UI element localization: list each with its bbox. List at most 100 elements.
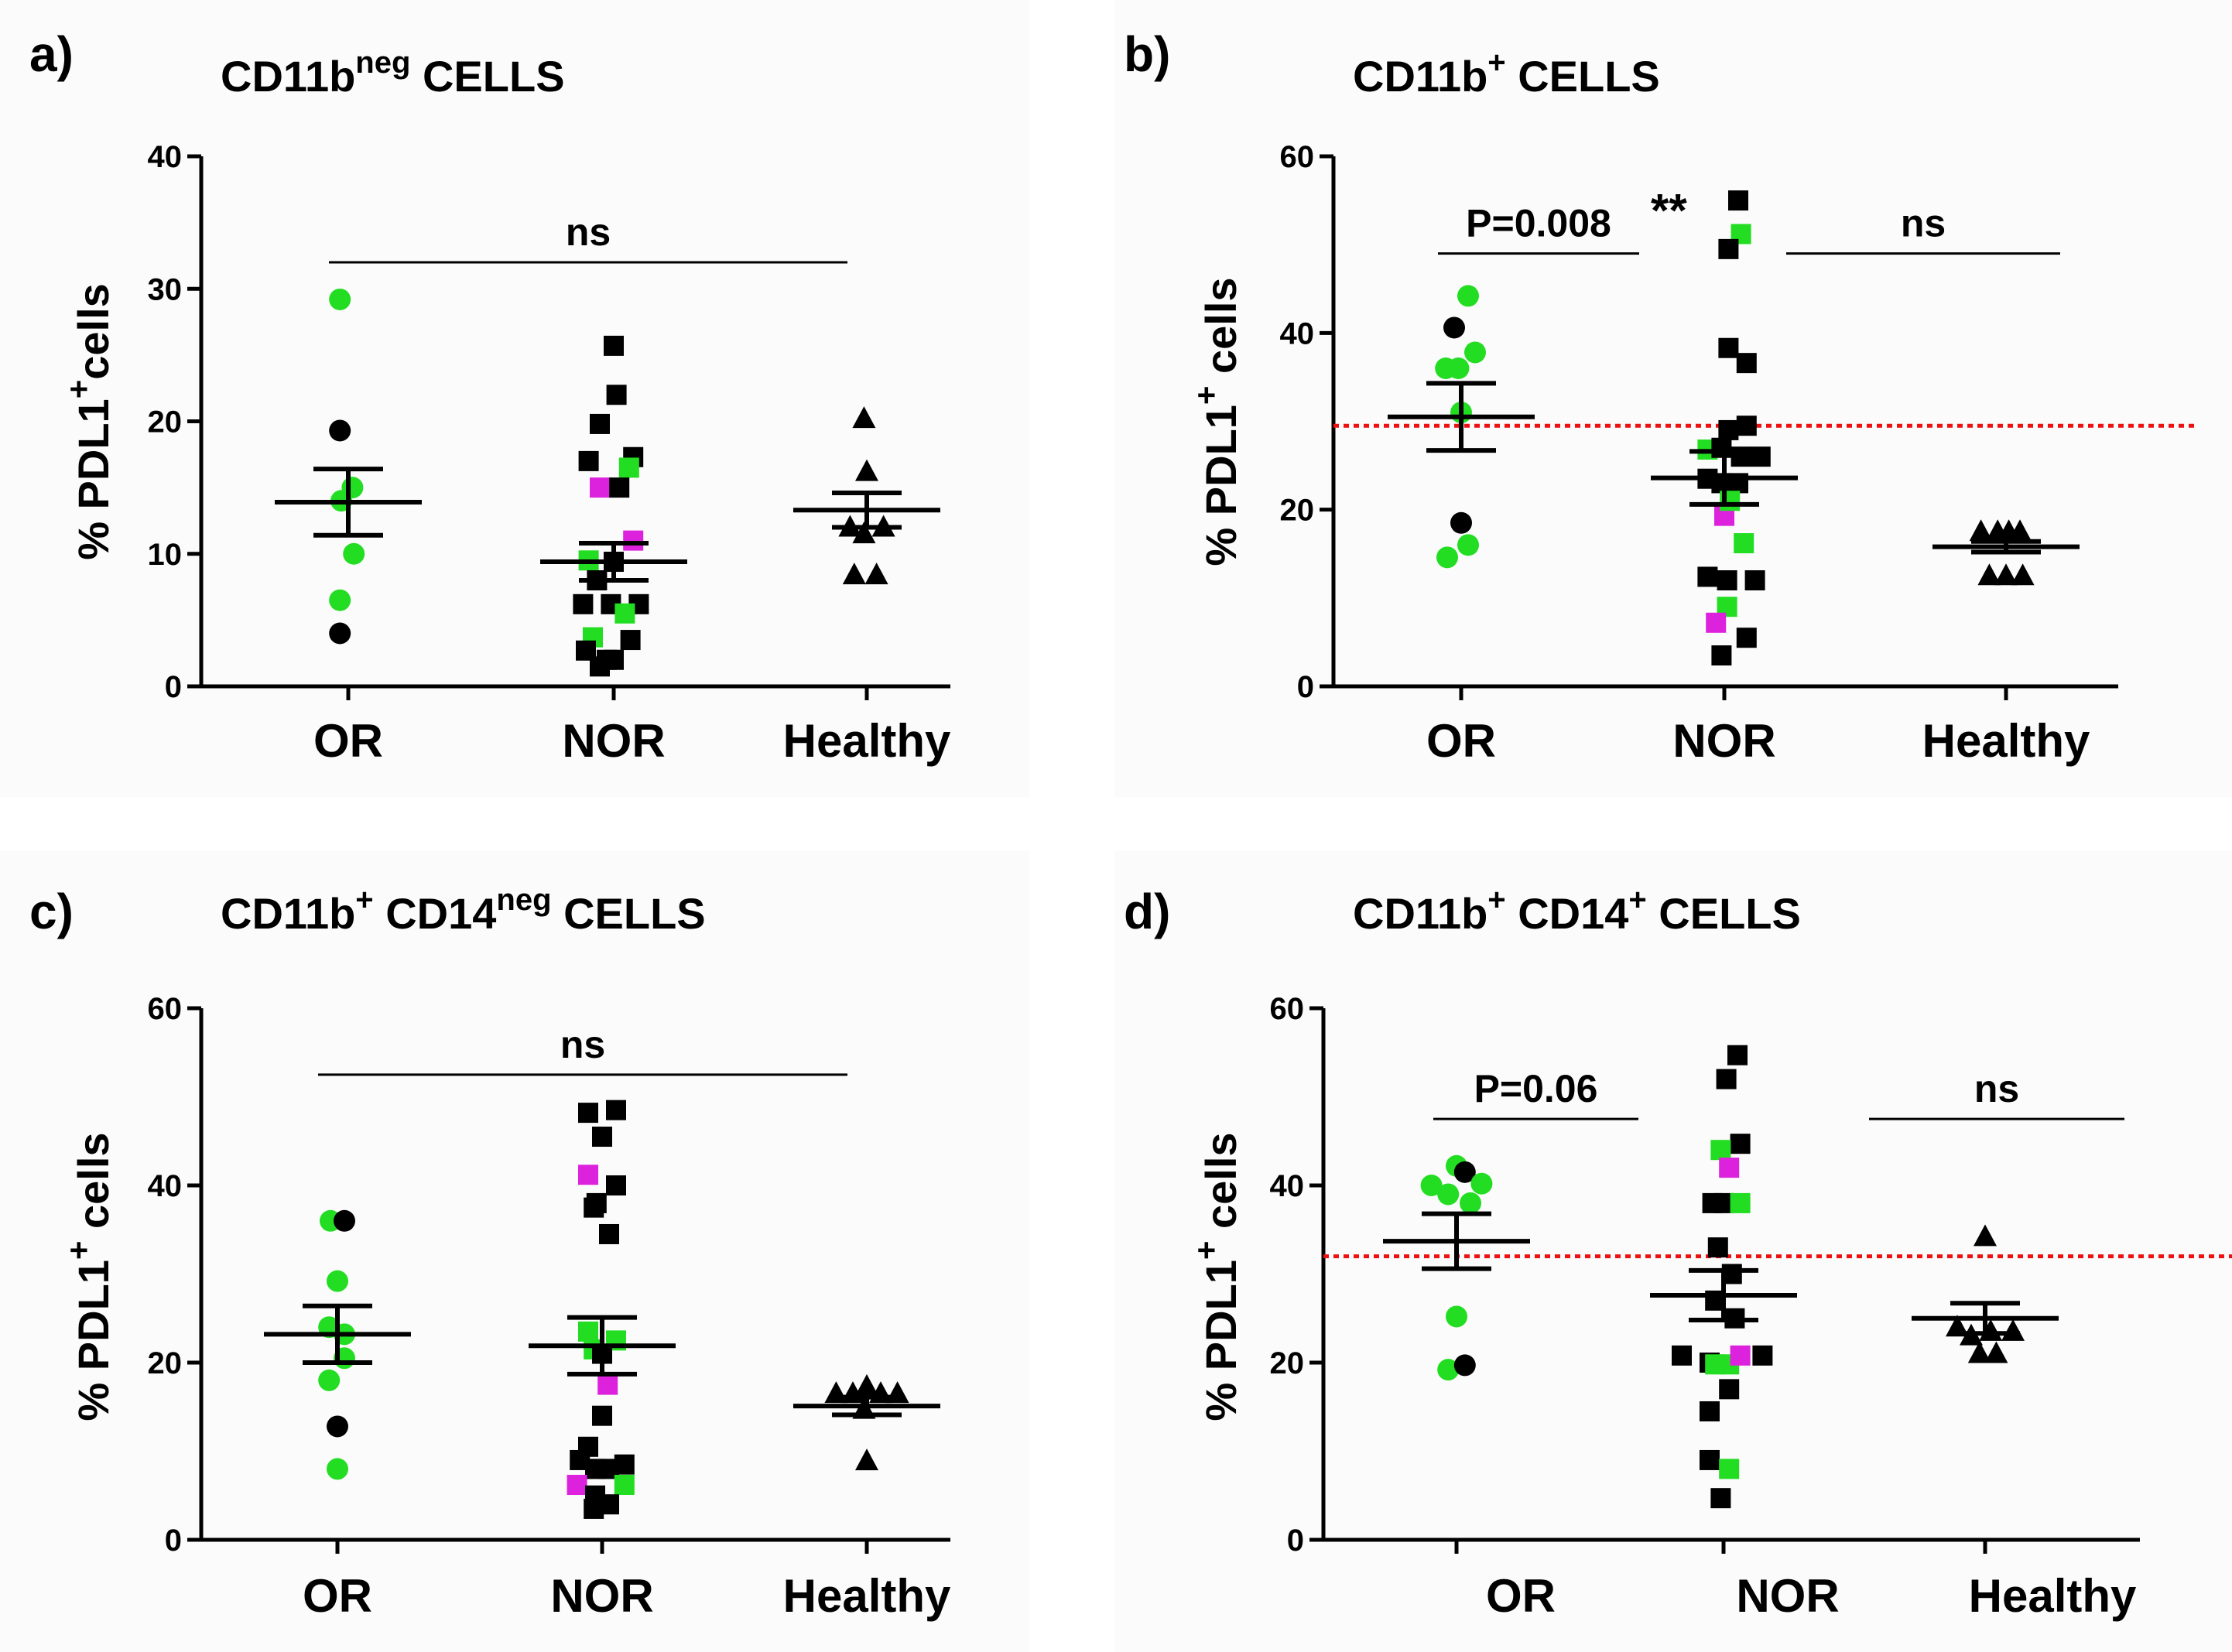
title-superscript: + xyxy=(355,883,373,917)
x-tick-label: NOR xyxy=(550,1570,653,1622)
data-point-circle xyxy=(343,542,365,565)
title-mid: CD14 xyxy=(1506,889,1629,938)
panel-c: c) CD11b+ CD14neg CELLS% PDL1+ cells02040… xyxy=(0,851,1029,1652)
title-superscript-2: neg xyxy=(496,883,551,917)
panel-letter: d) xyxy=(1124,884,1170,939)
panel-letter: b) xyxy=(1124,26,1170,82)
y-axis-label-main: % PDL1 xyxy=(1196,405,1245,566)
data-point-square xyxy=(578,1165,598,1185)
data-point-triangle xyxy=(2008,519,2032,542)
panel-d: d) CD11b+ CD14+ CELLS % PDL1+ cells 0 20 40 60… xyxy=(1114,851,2232,1652)
y-tick-label: 40 xyxy=(148,140,183,174)
data-point-square xyxy=(1730,1345,1751,1366)
panel-title: CD11b+ CD14+ CELLS xyxy=(1353,883,1801,938)
data-point-circle xyxy=(327,1458,348,1480)
data-point-circle xyxy=(1443,316,1465,339)
data-point-square xyxy=(1700,1449,1720,1470)
y-tick-label: 40 xyxy=(1270,1169,1305,1203)
data-point-square xyxy=(1700,1401,1720,1421)
data-point-square xyxy=(590,477,610,498)
data-point-triangle xyxy=(1967,1341,1991,1363)
data-point-square xyxy=(1744,570,1765,590)
y-tick-label: 20 xyxy=(148,405,183,440)
significance-label: P=0.06 xyxy=(1474,1067,1598,1110)
data-point-square xyxy=(1718,238,1739,259)
data-point-triangle xyxy=(855,1448,878,1471)
data-point-square xyxy=(1728,190,1748,211)
data-point-circle xyxy=(1447,357,1470,379)
y-tick-label: 0 xyxy=(165,670,182,704)
data-point-circle xyxy=(1457,534,1479,556)
y-axis-label-superscript: + xyxy=(60,1241,97,1260)
data-point-circle xyxy=(1446,1305,1467,1328)
data-point-square xyxy=(567,1475,587,1496)
data-point-square xyxy=(1718,419,1739,440)
y-axis-label: % PDL1+ cells xyxy=(1188,1132,1245,1421)
y-tick-label: 0 xyxy=(165,1524,182,1558)
title-tail: CELLS xyxy=(1647,889,1801,938)
data-point-circle xyxy=(329,419,351,442)
y-axis-label-main: % PDL1 xyxy=(69,398,118,560)
data-point-square xyxy=(1706,612,1727,633)
data-point-circle xyxy=(329,288,351,310)
data-point-circle xyxy=(1436,546,1458,569)
data-point-square xyxy=(590,413,610,434)
title-tail: CELLS xyxy=(1506,52,1660,101)
data-point-circle xyxy=(329,622,351,645)
significance-label: ns xyxy=(1901,202,1946,245)
y-tick-label: 20 xyxy=(1270,1346,1305,1380)
y-tick-label: 60 xyxy=(1280,140,1315,174)
data-point-square xyxy=(1718,337,1739,358)
y-tick-label: 60 xyxy=(1270,992,1305,1026)
x-tick-label: OR xyxy=(1426,715,1496,767)
data-point-square xyxy=(1672,1345,1692,1366)
data-point-square xyxy=(1716,1069,1737,1089)
data-point-square xyxy=(1736,416,1757,436)
title-tail: CELLS xyxy=(410,52,564,101)
data-point-square xyxy=(578,450,599,471)
data-point-square xyxy=(1736,353,1757,374)
data-point-square xyxy=(578,1103,598,1124)
y-axis-label: % PDL1+ cells xyxy=(60,1132,118,1421)
y-axis-label: % PDL1+cells xyxy=(60,283,118,560)
y-tick-label: 20 xyxy=(148,1346,183,1380)
data-point-square xyxy=(1717,570,1737,590)
data-point-square xyxy=(1736,628,1757,648)
x-tick-label: Healthy xyxy=(783,1570,951,1622)
title-tail: CELLS xyxy=(552,889,706,938)
data-point-circle xyxy=(329,589,351,611)
data-point-square xyxy=(584,1498,604,1519)
data-point-triangle xyxy=(852,522,876,544)
data-point-square xyxy=(1727,1045,1748,1065)
data-point-circle xyxy=(1437,1183,1460,1206)
data-point-square xyxy=(1707,1237,1728,1258)
data-point-square xyxy=(592,1405,612,1426)
significance-label: ns xyxy=(560,1023,605,1066)
data-point-square xyxy=(620,630,641,651)
data-point-circle xyxy=(1437,1359,1460,1381)
data-point-triangle xyxy=(855,459,878,481)
title-superscript: + xyxy=(1487,883,1505,917)
y-axis-label-tail: cells xyxy=(69,1132,118,1240)
data-point-triangle xyxy=(1974,1224,1997,1247)
data-point-square xyxy=(1730,1134,1751,1154)
y-tick-label: 0 xyxy=(1287,1524,1304,1558)
y-axis-label-tail: cells xyxy=(69,283,118,380)
significance-label: ns xyxy=(566,210,611,254)
data-point-square xyxy=(599,1223,619,1244)
y-axis-label-superscript: + xyxy=(60,380,97,399)
data-point-square xyxy=(604,335,624,356)
significance-stars: ** xyxy=(1651,185,1687,237)
data-point-circle xyxy=(1453,1161,1476,1183)
title-superscript-2: + xyxy=(1628,883,1646,917)
x-tick-label: NOR xyxy=(1672,715,1775,767)
title-superscript: + xyxy=(1487,46,1505,80)
data-point-square xyxy=(586,1192,607,1213)
x-tick-label: Healthy xyxy=(1969,1570,2137,1622)
data-point-circle xyxy=(1450,511,1472,534)
data-point-square xyxy=(1711,645,1732,666)
data-point-square xyxy=(578,1321,598,1342)
y-tick-label: 40 xyxy=(148,1169,183,1203)
